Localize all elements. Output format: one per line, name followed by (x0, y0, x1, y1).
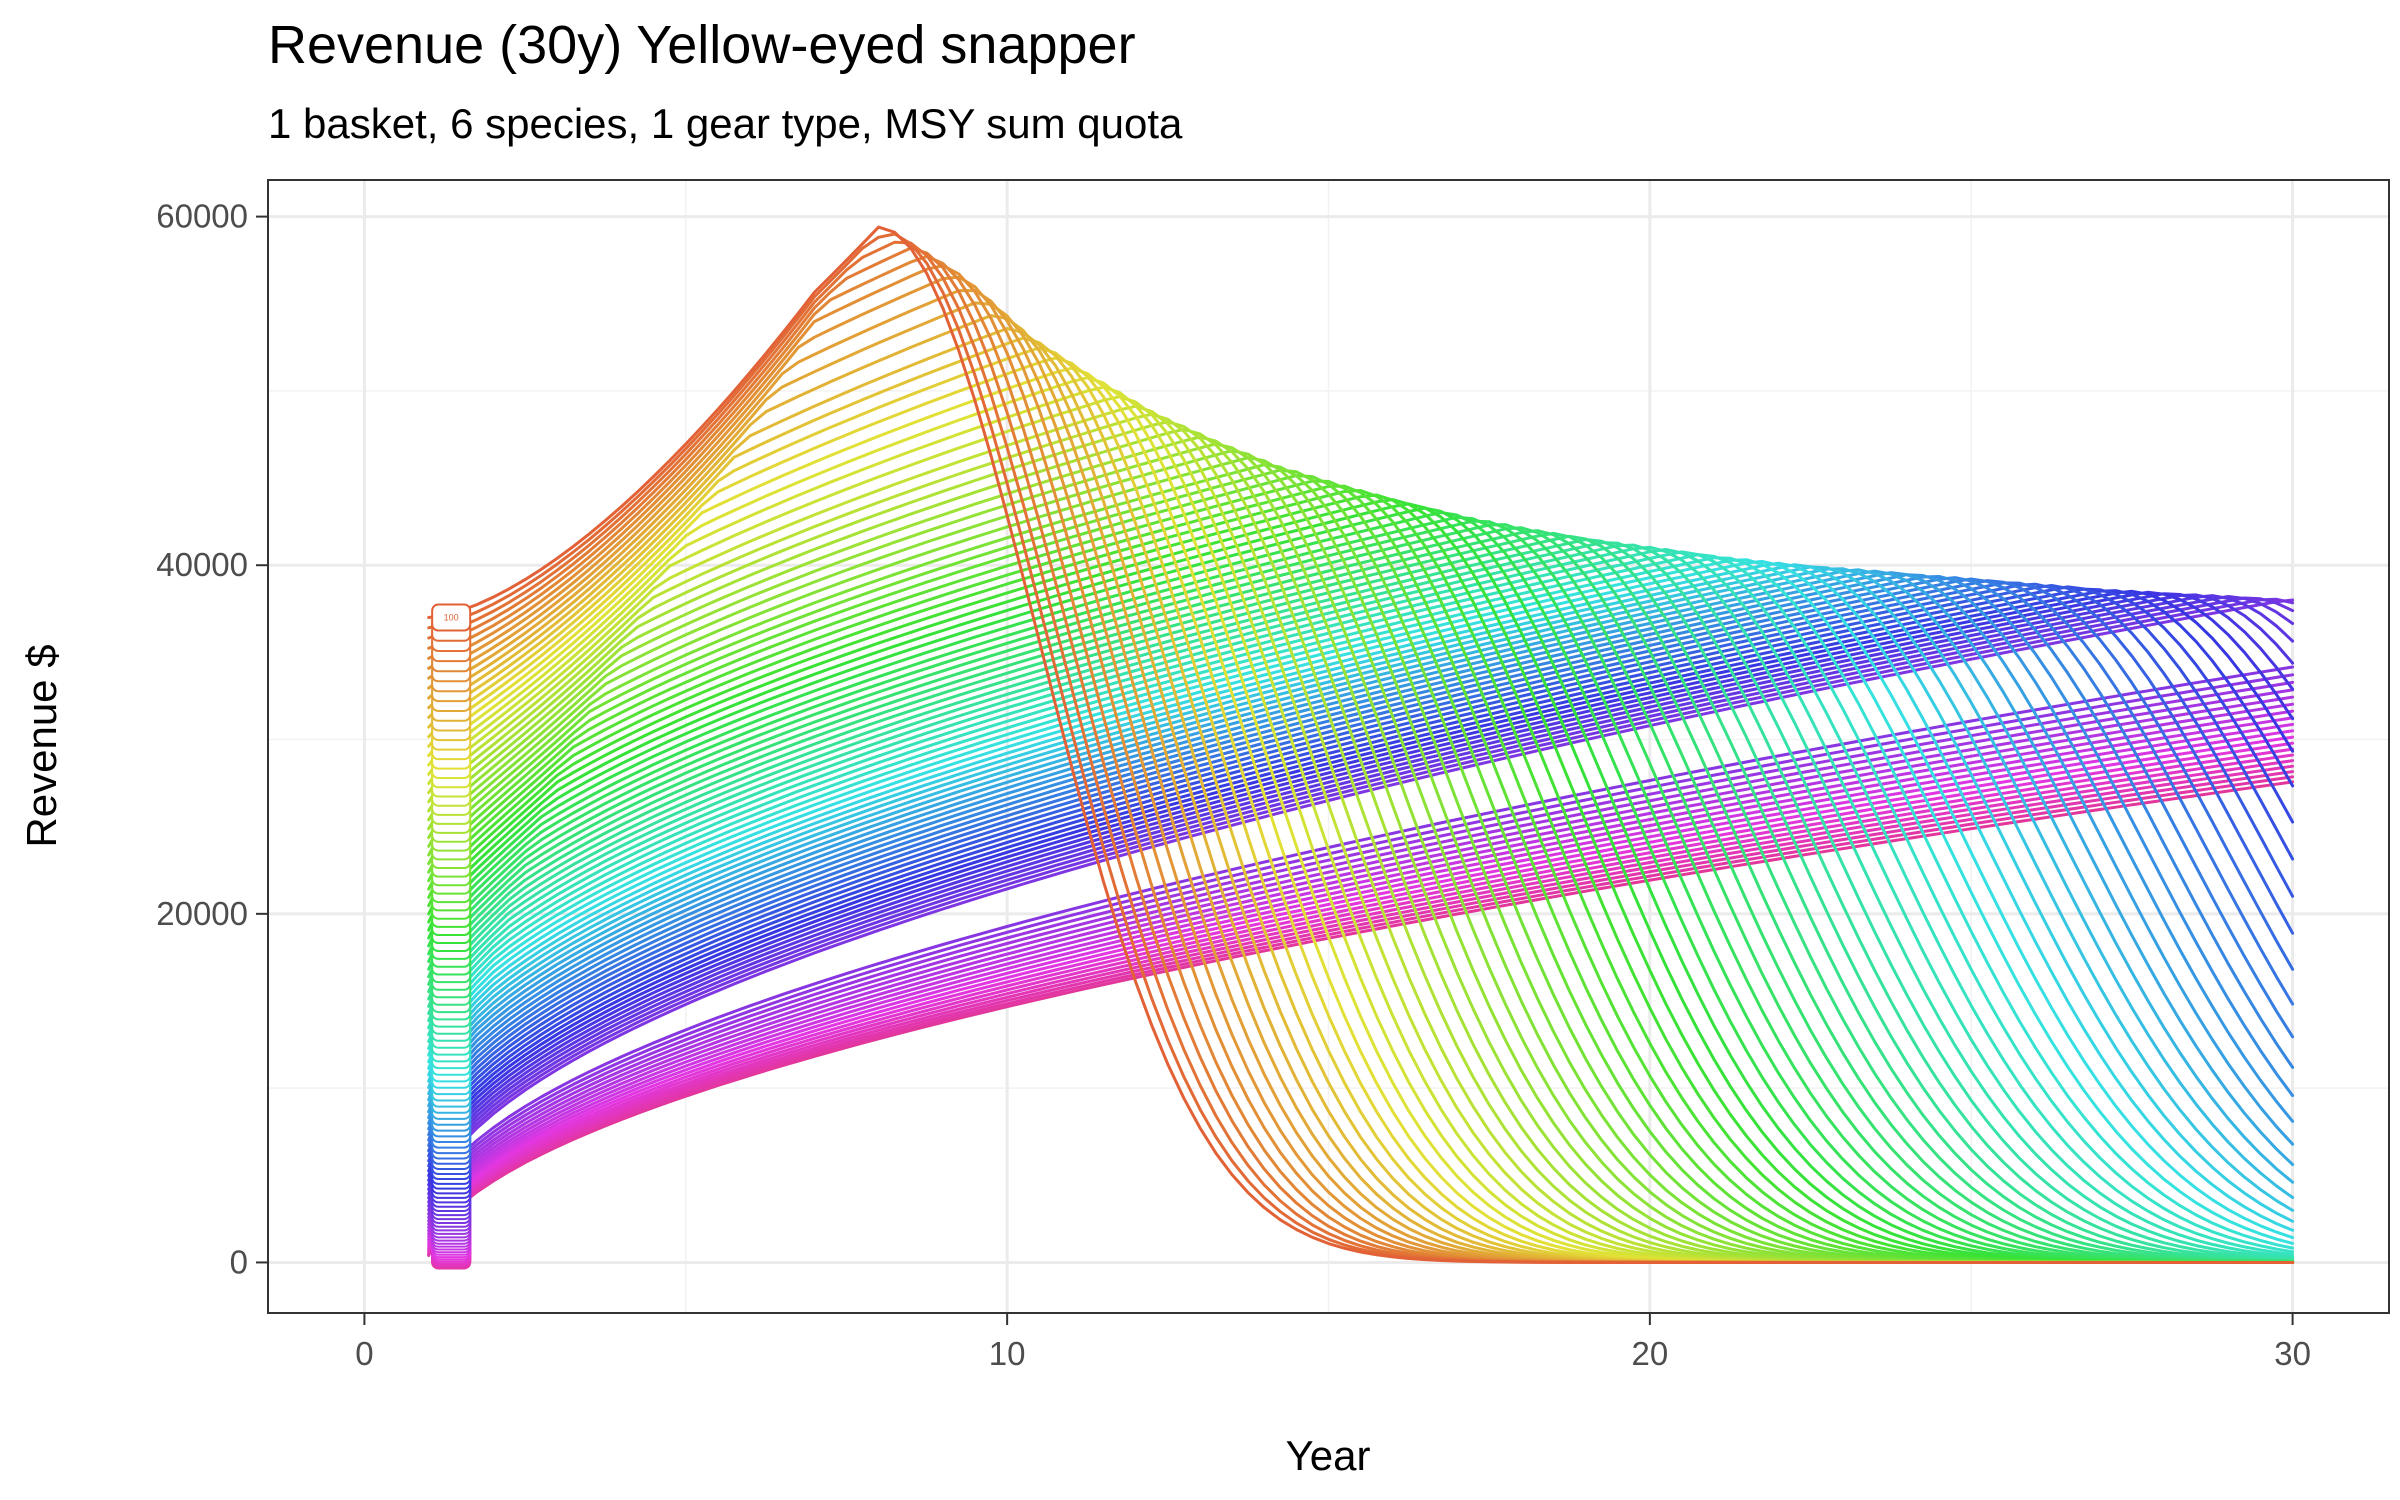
series-line-56 (427, 538, 2295, 1263)
series-line-21 (427, 597, 2295, 1208)
series-line-2 (427, 775, 2295, 1257)
y-tick-label-20000: 20000 (156, 895, 248, 932)
series-line-28 (427, 589, 2295, 1178)
series-line-48 (427, 558, 2295, 1245)
series-line-38 (427, 575, 2295, 1125)
series-line-12 (427, 716, 2295, 1238)
series-labels: 100 (431, 603, 472, 1270)
chart-title: Revenue (30y) Yellow-eyed snapper (268, 15, 1136, 75)
series-line-39 (427, 573, 2295, 1123)
series-line-64 (427, 511, 2295, 1264)
y-axis: 0 20000 40000 60000 (156, 198, 268, 1280)
series-lines (427, 225, 2295, 1264)
series-line-41 (427, 569, 2295, 1166)
series-line-40 (427, 571, 2295, 1146)
series-line-47 (427, 559, 2295, 1240)
series-line-57 (427, 534, 2295, 1263)
plot-panel-border (267, 179, 2390, 1314)
series-line-13 (427, 709, 2295, 1236)
series-line-31 (427, 585, 2295, 1163)
series-line-4 (427, 764, 2295, 1255)
series-line-67 (427, 498, 2295, 1264)
series-line-53 (427, 545, 2295, 1260)
series-line-100 (427, 225, 2295, 1264)
series-line-33 (427, 582, 2295, 1153)
series-line-30 (427, 587, 2295, 1168)
series-line-45 (427, 563, 2295, 1223)
series-label-text-100: 100 (444, 613, 459, 623)
series-line-44 (427, 565, 2295, 1212)
series-line-15 (427, 695, 2295, 1230)
series-line-14 (427, 702, 2295, 1233)
series-line-54 (427, 543, 2295, 1262)
x-tick-label-0: 0 (355, 1335, 373, 1372)
x-tick-label-30: 30 (2274, 1335, 2311, 1372)
series-line-90 (427, 327, 2295, 1264)
series-line-7 (427, 747, 2295, 1250)
series-line-16 (427, 688, 2295, 1226)
series-line-51 (427, 550, 2295, 1257)
series-line-65 (427, 506, 2295, 1264)
x-axis: 0 10 20 30 (355, 1313, 2311, 1372)
y-axis-title: Revenue $ (18, 644, 65, 847)
series-line-3 (427, 770, 2295, 1256)
series-line-37 (427, 576, 2295, 1131)
series-line-8 (427, 741, 2295, 1248)
series-line-26 (427, 592, 2295, 1187)
series-line-23 (427, 595, 2295, 1200)
series-line-11 (427, 722, 2295, 1241)
series-line-59 (427, 529, 2295, 1264)
series-line-6 (427, 753, 2295, 1252)
series-line-5 (427, 759, 2295, 1254)
series-label-box-100 (431, 603, 472, 632)
series-line-1 (427, 780, 2295, 1257)
series-line-49 (427, 556, 2295, 1250)
y-tick-label-40000: 40000 (156, 546, 248, 583)
y-tick-label-60000: 60000 (156, 198, 248, 235)
series-line-46 (427, 561, 2295, 1232)
series-line-22 (427, 596, 2295, 1204)
grid-lines (268, 180, 2389, 1313)
series-line-58 (427, 531, 2295, 1264)
x-tick-label-20: 20 (1632, 1335, 1669, 1372)
x-tick-label-10: 10 (989, 1335, 1026, 1372)
series-line-24 (427, 594, 2295, 1196)
series-line-83 (427, 395, 2295, 1264)
chart-subtitle: 1 basket, 6 species, 1 gear type, MSY su… (268, 100, 1183, 147)
series-line-62 (427, 519, 2295, 1264)
series-line-52 (427, 548, 2295, 1259)
series-line-61 (427, 523, 2295, 1264)
y-tick-label-0: 0 (230, 1243, 248, 1280)
series-line-42 (427, 568, 2295, 1184)
x-axis-title: Year (1286, 1432, 1371, 1479)
